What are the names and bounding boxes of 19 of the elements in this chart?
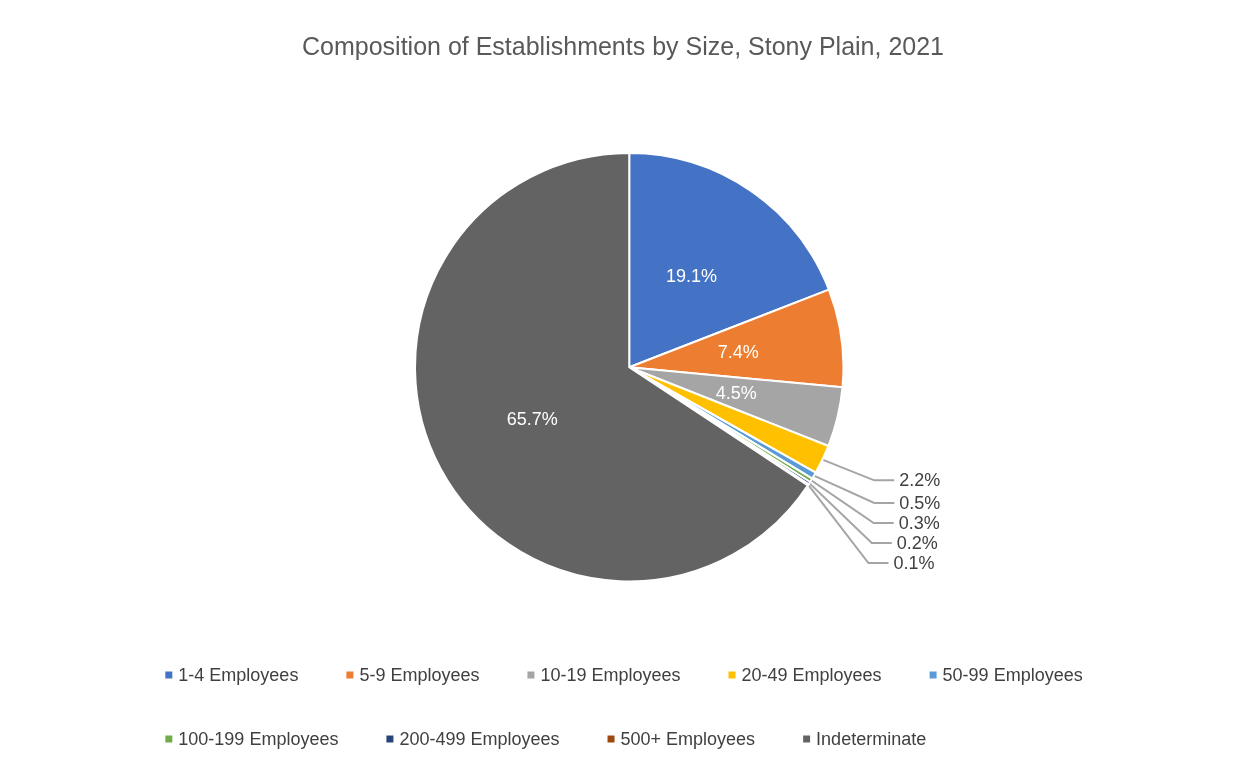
data-label: 19.1% [665,266,717,287]
data-label: 0.3% [898,513,940,533]
chart-title: Composition of Establishments by Size, Stony Plain, 2021 [301,31,945,60]
data-label: 2.2% [899,470,941,491]
legend-label: 5-9 Employees [359,665,480,685]
legend-label: 500+ Employees [620,729,756,749]
data-label: 65.7% [506,409,558,430]
data-label: 4.5% [715,382,757,403]
data-label: 0.2% [896,533,938,553]
legend-label: 50-99 Employees [942,665,1083,685]
legend-label: 1-4 Employees [178,665,299,685]
legend-label: 20-49 Employees [741,665,882,685]
legend-label: 100-199 Employees [178,729,339,749]
data-label: 0.1% [893,553,935,573]
data-label: 0.5% [899,493,941,513]
legend-label: 200-499 Employees [399,729,560,749]
legend-label: 10-19 Employees [540,665,681,685]
data-label: 7.4% [717,342,759,363]
legend-label: Indeterminate [816,729,927,749]
